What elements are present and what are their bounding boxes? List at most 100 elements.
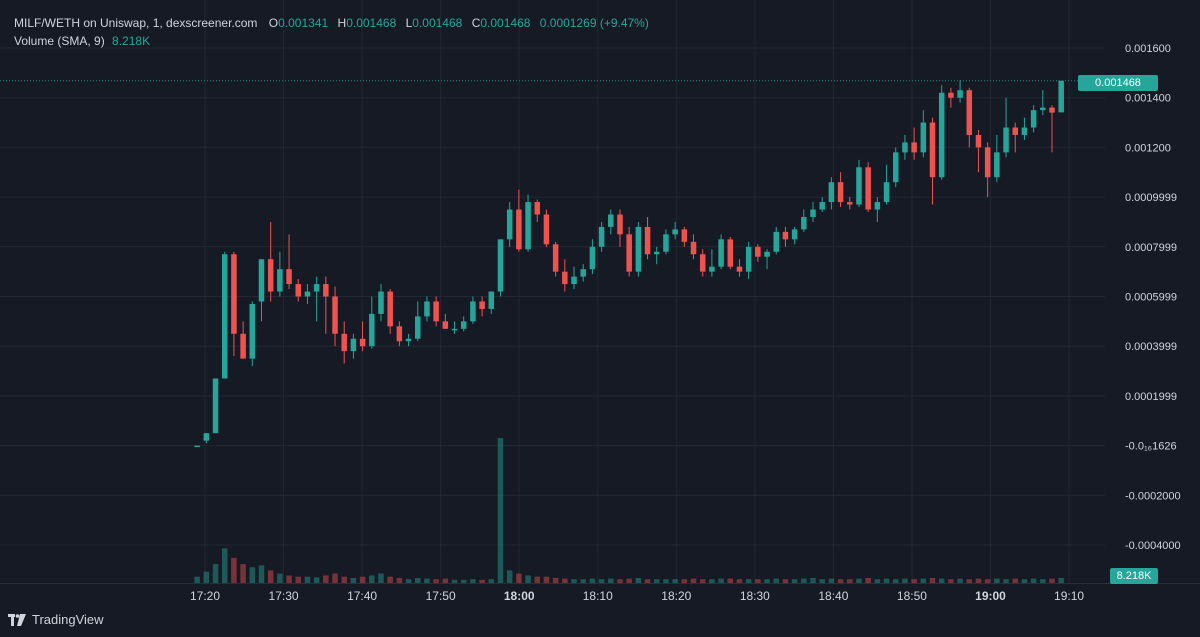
candle-body xyxy=(745,246,752,272)
candle-body xyxy=(948,92,954,98)
candle-body xyxy=(516,209,522,250)
time-tick-label: 18:20 xyxy=(661,589,691,603)
candle-body xyxy=(1040,107,1046,111)
price-tick-label: 0.0001999 xyxy=(1125,391,1177,403)
volume-bar xyxy=(506,570,513,583)
candle-body xyxy=(635,226,642,272)
candle-body xyxy=(938,92,945,178)
volume-bar xyxy=(534,576,540,583)
time-tick-label: 17:40 xyxy=(347,589,377,603)
volume-bar xyxy=(240,564,246,583)
volume-bar xyxy=(405,579,412,583)
volume-bar xyxy=(433,579,439,583)
candle-body xyxy=(957,90,963,98)
volume-bar xyxy=(1003,579,1009,583)
open-value: 0.001341 xyxy=(278,16,329,30)
price-tick-label: -0.0₁₆1626 xyxy=(1125,441,1177,453)
volume-bar xyxy=(957,578,963,583)
candle-body xyxy=(194,445,200,448)
price-axis[interactable]: 0.001600 0.001400 0.001200 0.0009999 0.00079… xyxy=(1125,43,1181,552)
candle-body xyxy=(929,122,936,178)
candle-body xyxy=(313,284,320,292)
candle-body xyxy=(819,202,825,210)
candle-body xyxy=(755,246,761,257)
candle-body xyxy=(966,90,973,135)
candle-body xyxy=(534,202,540,215)
candle-body xyxy=(911,142,917,153)
open-label: O xyxy=(268,16,279,30)
candle-body xyxy=(847,202,853,205)
candle-body xyxy=(856,167,862,205)
candle-body xyxy=(249,303,256,359)
candle-body xyxy=(608,214,614,227)
volume-bar xyxy=(920,578,927,583)
candle-body xyxy=(240,333,246,359)
chart-grid xyxy=(0,0,1200,584)
volume-bar xyxy=(424,578,430,583)
volume-bar xyxy=(626,578,632,583)
candles xyxy=(194,80,1064,448)
tradingview-brand[interactable]: TradingView xyxy=(8,612,104,627)
price-tick-label: 0.0009999 xyxy=(1125,192,1177,204)
candle-body xyxy=(1030,110,1037,128)
price-tick-label: 0.0007999 xyxy=(1125,242,1177,254)
candle-body xyxy=(295,284,302,297)
volume-bar xyxy=(755,579,761,583)
volume-bar xyxy=(672,579,678,583)
ohlc-legend-row: MILF/WETH on Uniswap, 1, dexscreener.com… xyxy=(14,14,655,32)
candle-body xyxy=(580,269,586,277)
candle-body xyxy=(221,254,228,379)
candle-body xyxy=(286,269,292,285)
candle-body xyxy=(552,244,559,272)
candle-body xyxy=(350,338,357,352)
volume-bar xyxy=(359,576,366,583)
candle-body xyxy=(304,291,311,297)
volume-bar xyxy=(966,579,973,583)
time-tick-label: 18:10 xyxy=(583,589,613,603)
volume-bar xyxy=(1021,579,1028,583)
close-value: 0.001468 xyxy=(480,16,531,30)
brand-label: TradingView xyxy=(32,612,104,627)
volume-bar xyxy=(764,579,770,583)
candle-body xyxy=(1058,80,1064,113)
candle-body xyxy=(663,234,669,252)
volume-bar xyxy=(801,578,807,583)
candle-body xyxy=(1021,127,1028,135)
time-tick-label: 19:00 xyxy=(975,589,1006,603)
volume-bar xyxy=(699,579,706,583)
volume-value: 8.218K xyxy=(112,34,151,48)
low-value: 0.001468 xyxy=(412,16,463,30)
volume-bar xyxy=(865,577,871,583)
volume-bar xyxy=(994,578,1000,583)
volume-bar xyxy=(369,575,375,583)
candle-body xyxy=(920,122,927,153)
volume-bar xyxy=(231,557,237,583)
candle-body xyxy=(975,134,982,148)
candle-body xyxy=(369,313,375,347)
time-axis[interactable]: 17:20 17:30 17:40 17:50 18:00 18:10 18:20 18:30… xyxy=(190,589,1084,603)
volume-bar xyxy=(249,567,256,583)
volume-bar xyxy=(286,575,292,583)
candle-body xyxy=(773,231,779,252)
candle-body xyxy=(405,338,412,342)
price-tick-label: 0.001600 xyxy=(1125,43,1171,55)
candle-body xyxy=(727,239,734,267)
volume-bar xyxy=(258,565,265,583)
volume-bar xyxy=(902,578,908,583)
candle-body xyxy=(865,167,871,210)
candle-body xyxy=(617,214,623,235)
volume-bar xyxy=(736,579,743,583)
candle-body xyxy=(782,231,789,240)
volume-bar xyxy=(1049,578,1055,583)
volume-bar xyxy=(782,579,789,583)
chart-legend: MILF/WETH on Uniswap, 1, dexscreener.com… xyxy=(14,14,655,50)
volume-bar xyxy=(470,579,476,583)
candle-body xyxy=(460,321,467,329)
candle-body xyxy=(497,239,504,292)
volume-bar xyxy=(709,579,715,583)
candle-body xyxy=(267,259,274,292)
candle-body xyxy=(451,328,458,331)
volume-bar xyxy=(883,578,890,583)
volume-bar xyxy=(221,548,228,583)
